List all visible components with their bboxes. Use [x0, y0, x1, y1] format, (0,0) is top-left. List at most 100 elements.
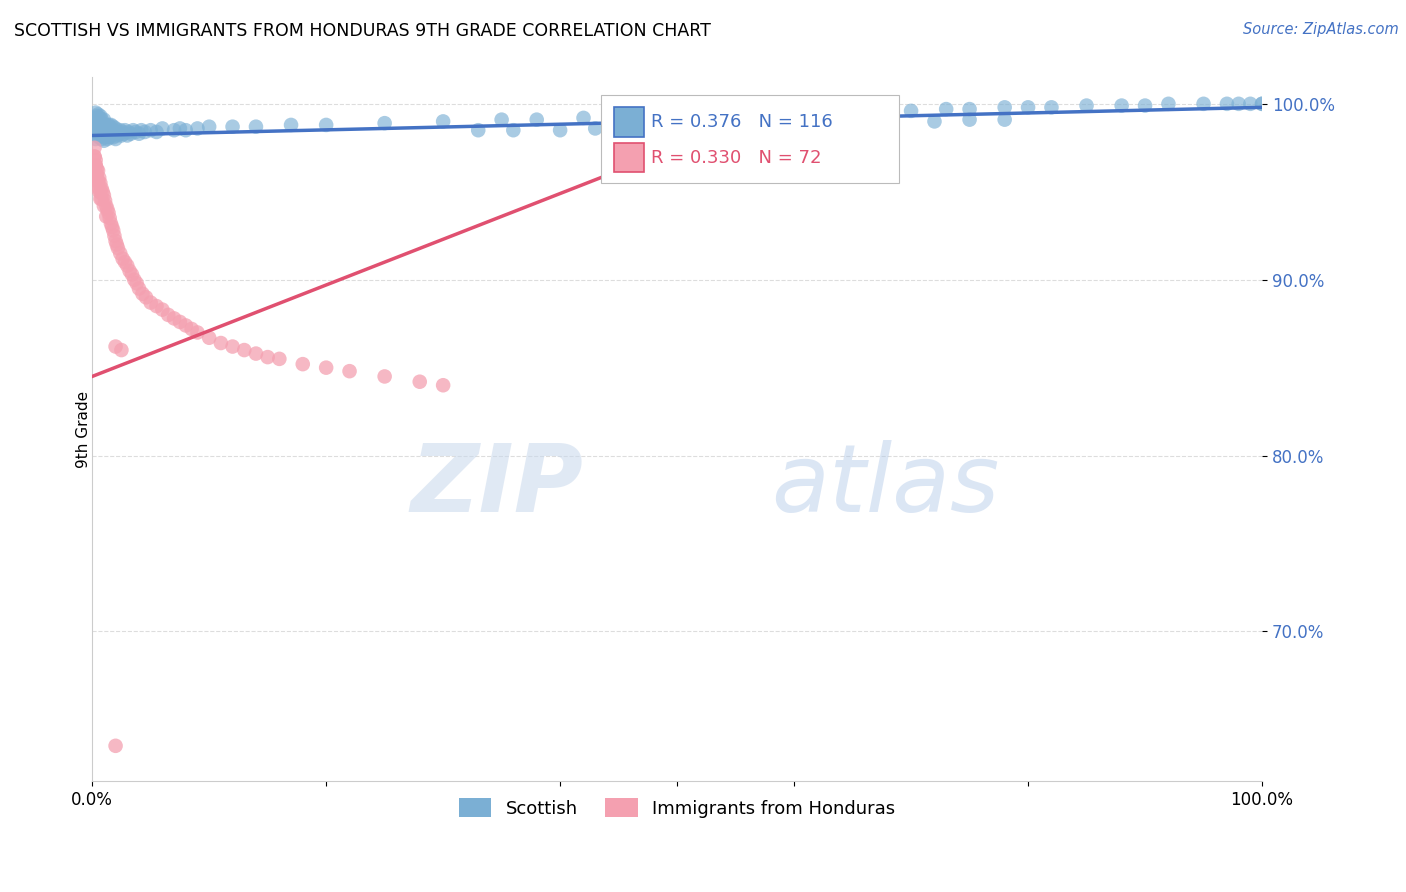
Point	[666, 109, 689, 123]
Point	[90, 192, 112, 206]
Point	[186, 121, 208, 136]
Point	[96, 210, 118, 224]
Point	[89, 109, 111, 123]
Point	[245, 346, 267, 360]
Point	[104, 234, 127, 248]
Point	[89, 181, 111, 195]
Point	[87, 163, 110, 178]
Point	[86, 170, 108, 185]
Point	[112, 127, 135, 141]
Point	[1216, 96, 1239, 111]
Point	[174, 123, 197, 137]
Point	[104, 132, 127, 146]
Point	[124, 273, 146, 287]
Point	[1239, 96, 1261, 111]
Point	[117, 259, 139, 273]
Point	[110, 343, 132, 357]
Point	[924, 114, 946, 128]
Point	[86, 109, 108, 123]
Point	[84, 158, 107, 172]
Point	[994, 100, 1017, 114]
Point	[91, 128, 114, 143]
Point	[86, 161, 108, 176]
Point	[89, 111, 111, 125]
Point	[959, 102, 981, 116]
Point	[89, 118, 111, 132]
Point	[110, 128, 132, 143]
Point	[91, 185, 114, 199]
Point	[806, 116, 828, 130]
Point	[315, 360, 337, 375]
Point	[145, 299, 167, 313]
Point	[105, 237, 128, 252]
Point	[169, 121, 191, 136]
Point	[502, 123, 524, 137]
Point	[174, 318, 197, 333]
Point	[1076, 98, 1098, 112]
Point	[103, 120, 125, 134]
Point	[96, 120, 118, 134]
Point	[374, 116, 396, 130]
Point	[89, 120, 111, 134]
Point	[90, 132, 112, 146]
Point	[114, 255, 136, 269]
Point	[1017, 100, 1039, 114]
Point	[97, 128, 120, 143]
Point	[724, 107, 747, 121]
Point	[128, 281, 150, 295]
Point	[409, 375, 432, 389]
Point	[432, 114, 454, 128]
Point	[87, 116, 110, 130]
Point	[619, 121, 641, 136]
Point	[105, 128, 128, 143]
Text: R = 0.330   N = 72: R = 0.330 N = 72	[651, 149, 823, 167]
Point	[139, 295, 162, 310]
Y-axis label: 9th Grade: 9th Grade	[76, 391, 91, 467]
Point	[1227, 96, 1250, 111]
Point	[83, 150, 105, 164]
Point	[666, 120, 689, 134]
Point	[111, 252, 134, 266]
Text: atlas: atlas	[770, 440, 998, 531]
Point	[103, 127, 125, 141]
Point	[876, 114, 898, 128]
Point	[108, 127, 131, 141]
Point	[117, 128, 139, 143]
Point	[90, 181, 112, 195]
Point	[1133, 98, 1156, 112]
Text: Source: ZipAtlas.com: Source: ZipAtlas.com	[1243, 22, 1399, 37]
Point	[97, 206, 120, 220]
Point	[291, 357, 314, 371]
Point	[841, 103, 863, 118]
Point	[583, 121, 606, 136]
Text: ZIP: ZIP	[411, 440, 583, 532]
Point	[84, 153, 107, 167]
Point	[121, 268, 143, 282]
FancyBboxPatch shape	[602, 95, 900, 183]
Point	[134, 125, 156, 139]
Point	[100, 118, 122, 132]
Point	[89, 170, 111, 185]
Point	[145, 125, 167, 139]
Point	[689, 120, 711, 134]
Point	[97, 118, 120, 132]
FancyBboxPatch shape	[614, 143, 644, 172]
FancyBboxPatch shape	[614, 107, 644, 136]
Point	[100, 216, 122, 230]
Point	[139, 123, 162, 137]
Text: SCOTTISH VS IMMIGRANTS FROM HONDURAS 9TH GRADE CORRELATION CHART: SCOTTISH VS IMMIGRANTS FROM HONDURAS 9TH…	[14, 22, 711, 40]
Point	[1251, 96, 1274, 111]
Point	[186, 326, 208, 340]
Point	[93, 112, 115, 127]
Point	[221, 120, 243, 134]
Point	[98, 211, 121, 226]
Point	[89, 192, 111, 206]
Point	[935, 102, 957, 116]
Point	[93, 199, 115, 213]
Point	[643, 120, 665, 134]
Point	[84, 114, 107, 128]
Point	[128, 127, 150, 141]
Point	[198, 120, 221, 134]
Point	[84, 123, 107, 137]
Point	[131, 123, 153, 137]
